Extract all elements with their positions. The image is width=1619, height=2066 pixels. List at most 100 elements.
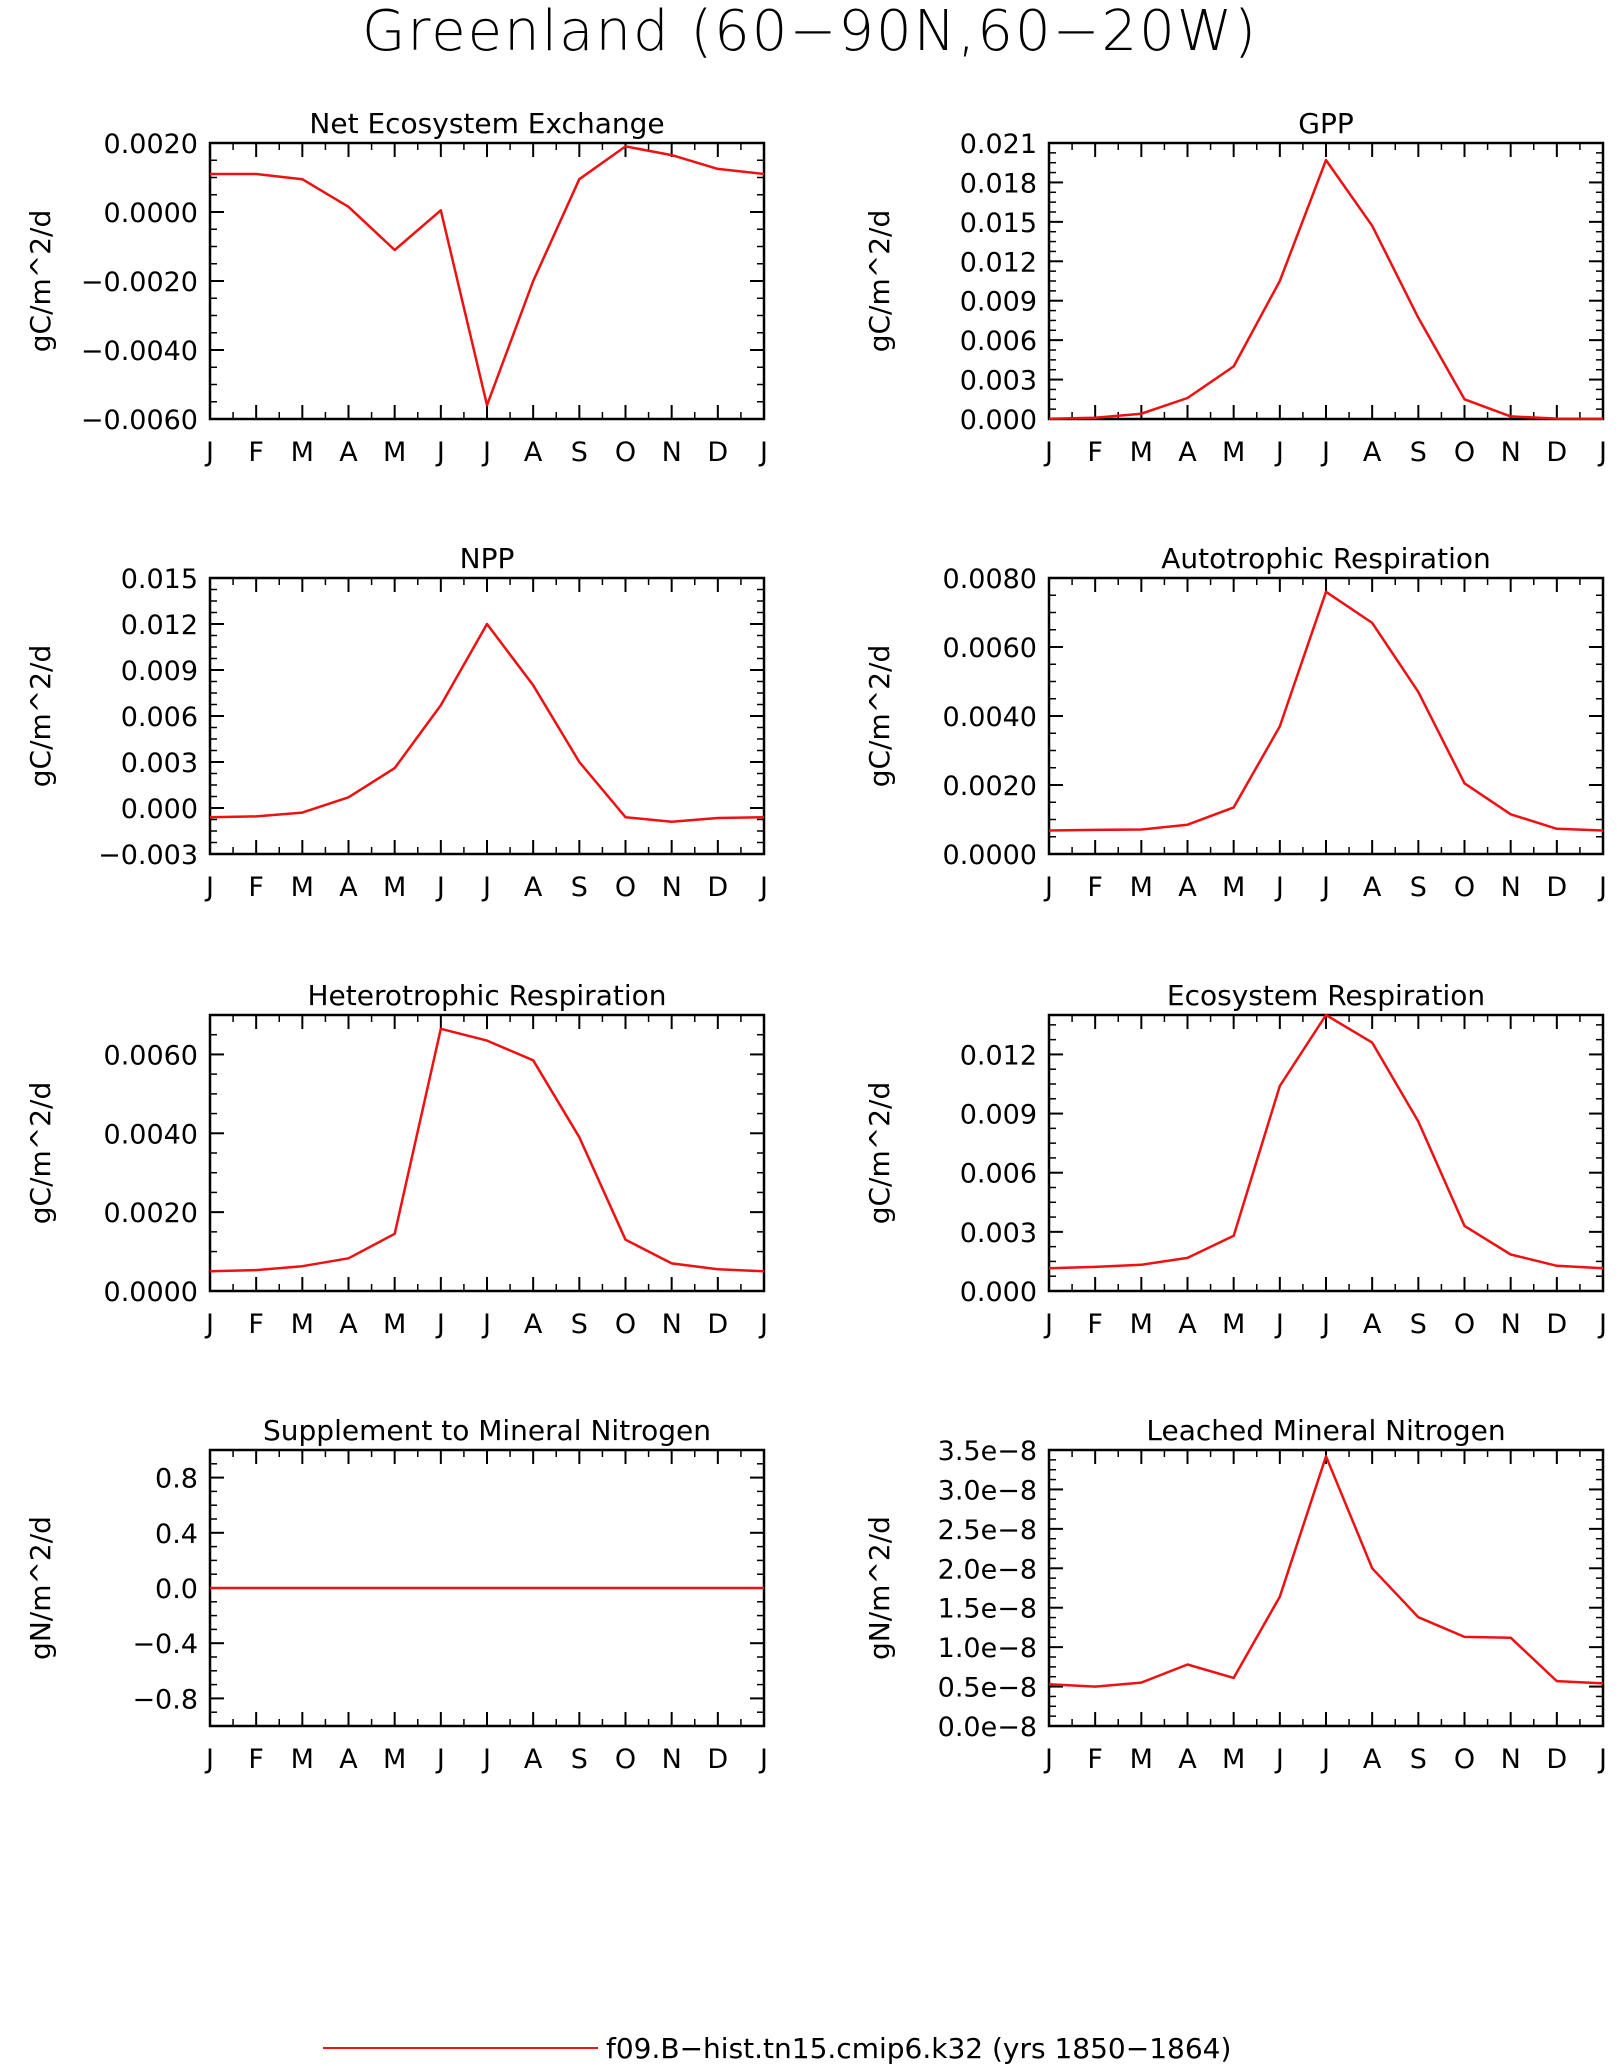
- chart-panel-2: J F M A M J J A S O N D J0.0210.0180.0150.0120.0090.…: [863, 107, 1607, 468]
- chart-panel-5: J F M A M J J A S O N D J0.00600.00400.00200.0000Het…: [24, 979, 768, 1340]
- y-tick-label: 0.0020: [104, 129, 198, 160]
- y-tick-label: 0.8: [155, 1464, 198, 1495]
- x-tick-label: S: [1410, 872, 1427, 903]
- y-tick-label: 0.009: [121, 656, 198, 687]
- x-tick-label: J: [204, 437, 214, 468]
- x-tick-label: A: [1363, 1744, 1382, 1775]
- y-tick-label: 0.015: [960, 208, 1037, 239]
- x-tick-label: J: [758, 872, 768, 903]
- x-tick-label: M: [291, 872, 314, 903]
- x-tick-label: S: [571, 1744, 588, 1775]
- y-tick-label: 0.0080: [943, 564, 1037, 595]
- x-tick-label: D: [707, 1744, 728, 1775]
- x-tick-label: D: [1546, 872, 1567, 903]
- y-tick-label: 0.015: [121, 564, 198, 595]
- x-tick-label: J: [1597, 1309, 1607, 1340]
- y-axis-label: gC/m^2/d: [863, 210, 896, 353]
- chart-panel-3: J F M A M J J A S O N D J0.0150.0120.0090.0060.0030.…: [24, 542, 768, 903]
- x-tick-label: A: [1363, 872, 1382, 903]
- legend: f09.B−hist.tn15.cmip6.k32 (yrs 1850−1864…: [323, 2032, 1231, 2065]
- y-tick-label: −0.0060: [81, 405, 198, 436]
- y-tick-label: 3.5e−8: [938, 1436, 1037, 1467]
- x-tick-label: J: [1597, 872, 1607, 903]
- x-tick-label: D: [1546, 1309, 1567, 1340]
- y-tick-label: 0.0060: [104, 1040, 198, 1071]
- y-tick-label: 0.0000: [104, 1277, 198, 1308]
- plot-frame: [1047, 141, 1605, 421]
- x-tick-label: A: [524, 1744, 543, 1775]
- y-tick-label: 0.009: [960, 287, 1037, 318]
- panel-title: Autotrophic Respiration: [1161, 542, 1490, 575]
- x-tick-label: O: [1454, 872, 1475, 903]
- series-line: [1048, 158, 1604, 420]
- panels: J F M A M J J A S O N D J0.00200.0000−0.0020−0.0040−…: [24, 107, 1607, 1775]
- x-tick-label: J: [435, 872, 445, 903]
- chart-panel-4: J F M A M J J A S O N D J0.00800.00600.00400.00200.0…: [863, 542, 1607, 903]
- x-tick-label: J: [481, 1309, 491, 1340]
- x-tick-label: S: [1410, 437, 1427, 468]
- x-tick-label: J: [1274, 437, 1284, 468]
- x-tick-label: M: [383, 1744, 406, 1775]
- x-tick-label: A: [524, 872, 543, 903]
- x-tick-label: N: [1501, 437, 1521, 468]
- y-tick-label: 0.5e−8: [938, 1673, 1037, 1704]
- x-tick-label: S: [571, 1309, 588, 1340]
- panel-title: Heterotrophic Respiration: [308, 979, 667, 1012]
- y-tick-label: 0.003: [960, 366, 1037, 397]
- x-tick-label: J: [1043, 1744, 1053, 1775]
- x-tick-label: M: [383, 1309, 406, 1340]
- y-tick-label: 2.0e−8: [938, 1554, 1037, 1585]
- plot-frame: [1047, 576, 1605, 856]
- x-tick-label: N: [1501, 872, 1521, 903]
- x-tick-label: A: [339, 1744, 358, 1775]
- series-line: [1048, 590, 1604, 832]
- x-tick-label: M: [383, 437, 406, 468]
- x-tick-label: J: [1274, 1309, 1284, 1340]
- y-tick-label: 0.006: [960, 1159, 1037, 1190]
- y-tick-label: 0.006: [121, 702, 198, 733]
- y-tick-label: 0.021: [960, 129, 1037, 160]
- x-tick-label: M: [1130, 872, 1153, 903]
- x-tick-label: O: [615, 437, 636, 468]
- x-tick-label: A: [1178, 1309, 1197, 1340]
- y-tick-label: 0.000: [121, 794, 198, 825]
- x-tick-label: M: [1130, 437, 1153, 468]
- main-title: Greenland (60−90N,60−20W): [362, 0, 1258, 64]
- x-tick-label: N: [1501, 1744, 1521, 1775]
- y-tick-label: 3.0e−8: [938, 1475, 1037, 1506]
- x-tick-label: J: [204, 872, 214, 903]
- x-tick-label: J: [1320, 1744, 1330, 1775]
- x-tick-label: M: [291, 1309, 314, 1340]
- x-tick-label: J: [1320, 1309, 1330, 1340]
- x-tick-label: J: [1274, 1744, 1284, 1775]
- x-tick-label: O: [1454, 1744, 1475, 1775]
- panel-title: Leached Mineral Nitrogen: [1146, 1414, 1505, 1447]
- y-tick-label: 0.009: [960, 1100, 1037, 1131]
- series-line: [210, 145, 765, 407]
- y-tick-label: 2.5e−8: [938, 1515, 1037, 1546]
- x-tick-label: O: [1454, 1309, 1475, 1340]
- panel-title: NPP: [460, 542, 515, 575]
- x-tick-label: A: [524, 1309, 543, 1340]
- y-tick-label: 0.018: [960, 168, 1037, 199]
- x-tick-label: J: [481, 437, 491, 468]
- x-tick-label: F: [1087, 1309, 1103, 1340]
- x-tick-label: N: [662, 1744, 682, 1775]
- panel-title: Supplement to Mineral Nitrogen: [263, 1414, 711, 1447]
- x-tick-label: A: [1363, 1309, 1382, 1340]
- y-axis-label: gC/m^2/d: [863, 1082, 896, 1225]
- y-tick-label: 0.012: [121, 610, 198, 641]
- panel-title: Ecosystem Respiration: [1167, 979, 1485, 1012]
- x-tick-label: A: [1178, 1744, 1197, 1775]
- x-tick-label: A: [1363, 437, 1382, 468]
- x-tick-label: N: [662, 437, 682, 468]
- plot-frame: [208, 1013, 766, 1293]
- y-tick-label: 0.012: [960, 247, 1037, 278]
- series-line: [209, 622, 765, 824]
- chart-panel-1: J F M A M J J A S O N D J0.00200.0000−0.0020−0.0040−…: [24, 107, 768, 468]
- y-tick-label: 0.0020: [104, 1198, 198, 1229]
- x-tick-label: M: [1130, 1744, 1153, 1775]
- y-tick-label: 0.0060: [943, 633, 1037, 664]
- y-axis-label: gN/m^2/d: [863, 1516, 896, 1660]
